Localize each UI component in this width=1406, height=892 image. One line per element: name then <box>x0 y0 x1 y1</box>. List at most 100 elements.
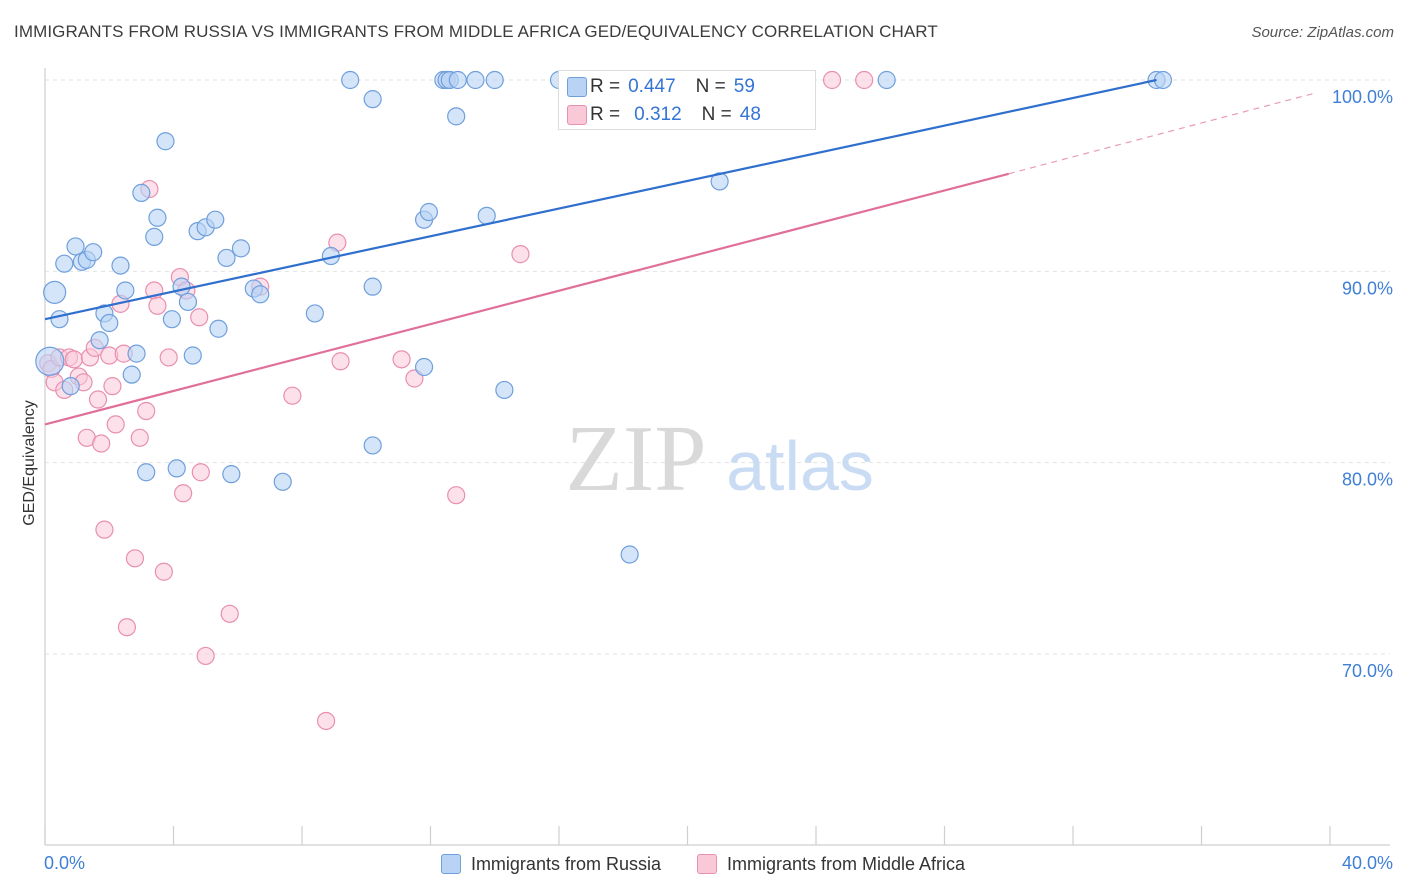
stats-swatch-africa <box>567 105 587 125</box>
data-point-middle-africa <box>192 464 209 481</box>
data-point-middle-africa <box>65 351 82 368</box>
data-point-russia <box>306 305 323 322</box>
watermark-atlas: atlas <box>726 427 874 505</box>
data-point-middle-africa <box>160 349 177 366</box>
y-tick-label: 100.0% <box>1332 87 1393 107</box>
stats-legend: R = 0.447 N = 59 R = 0.312 N = 48 <box>558 70 816 130</box>
data-point-russia <box>449 72 466 89</box>
data-point-russia <box>138 464 155 481</box>
legend-item-russia[interactable]: Immigrants from Russia <box>441 854 661 875</box>
data-point-russia <box>149 209 166 226</box>
data-point-russia <box>878 72 895 89</box>
data-point-russia <box>621 546 638 563</box>
data-point-middle-africa <box>856 72 873 89</box>
legend-swatch-russia <box>441 854 461 874</box>
data-point-middle-africa <box>138 403 155 420</box>
data-point-russia <box>1154 72 1171 89</box>
y-tick-label: 70.0% <box>1342 661 1393 681</box>
data-point-russia <box>146 228 163 245</box>
data-point-russia <box>252 286 269 303</box>
data-point-middle-africa <box>131 429 148 446</box>
data-point-russia <box>36 347 64 375</box>
data-point-russia <box>51 311 68 328</box>
trend-line-middle-africa-extension <box>1009 93 1314 173</box>
data-point-russia <box>364 437 381 454</box>
data-point-middle-africa <box>448 487 465 504</box>
data-point-russia <box>91 332 108 349</box>
watermark: ZIP atlas <box>566 407 874 511</box>
data-point-russia <box>364 278 381 295</box>
data-point-russia <box>232 240 249 257</box>
data-point-russia <box>117 282 134 299</box>
data-point-russia <box>56 255 73 272</box>
data-point-russia <box>133 184 150 201</box>
legend: Immigrants from Russia Immigrants from M… <box>0 850 1406 878</box>
data-point-middle-africa <box>107 416 124 433</box>
stats-swatch-russia <box>567 77 587 97</box>
data-point-russia <box>448 108 465 125</box>
y-tick-label: 90.0% <box>1342 278 1393 298</box>
data-point-middle-africa <box>197 647 214 664</box>
legend-label-africa: Immigrants from Middle Africa <box>727 854 965 875</box>
data-point-middle-africa <box>149 297 166 314</box>
y-axis-label: GED/Equivalency <box>21 400 38 525</box>
data-point-middle-africa <box>824 72 841 89</box>
data-point-middle-africa <box>221 605 238 622</box>
data-point-middle-africa <box>284 387 301 404</box>
data-point-russia <box>67 238 84 255</box>
data-point-russia <box>342 72 359 89</box>
data-point-russia <box>486 72 503 89</box>
n-label: N = <box>696 76 726 98</box>
series-middle-africa-points <box>40 72 873 730</box>
watermark-zip: ZIP <box>566 407 707 511</box>
data-point-russia <box>420 204 437 221</box>
data-point-middle-africa <box>332 353 349 370</box>
tick-labels: 70.0% 80.0% 90.0% 100.0% 0.0% 40.0% <box>44 87 1393 873</box>
data-point-middle-africa <box>96 521 113 538</box>
data-point-russia <box>101 314 118 331</box>
data-point-middle-africa <box>93 435 110 452</box>
data-point-middle-africa <box>118 619 135 636</box>
n-value-russia: 59 <box>734 76 755 98</box>
legend-item-africa[interactable]: Immigrants from Middle Africa <box>697 854 965 875</box>
data-point-russia <box>62 378 79 395</box>
data-point-russia <box>173 278 190 295</box>
n-label: N = <box>702 104 732 126</box>
data-point-middle-africa <box>191 309 208 326</box>
legend-swatch-africa <box>697 854 717 874</box>
data-point-russia <box>163 311 180 328</box>
data-point-middle-africa <box>512 246 529 263</box>
gridlines <box>45 80 1390 654</box>
y-tick-label: 80.0% <box>1342 470 1393 490</box>
data-point-russia <box>364 91 381 108</box>
data-point-middle-africa <box>318 712 335 729</box>
data-point-russia <box>85 244 102 261</box>
data-point-russia <box>157 133 174 150</box>
data-point-russia <box>168 460 185 477</box>
r-label: R = <box>590 104 620 126</box>
data-point-russia <box>128 345 145 362</box>
stats-row-russia: R = 0.447 N = 59 <box>587 73 755 101</box>
legend-label-russia: Immigrants from Russia <box>471 854 661 875</box>
data-point-middle-africa <box>126 550 143 567</box>
data-point-russia <box>112 257 129 274</box>
scatter-chart: ZIP atlas 70.0%80.0%90.0%100.0%0.0% 40.0%… <box>0 0 1406 892</box>
data-point-russia <box>218 249 235 266</box>
data-point-russia <box>274 473 291 490</box>
data-point-middle-africa <box>90 391 107 408</box>
data-point-middle-africa <box>104 378 121 395</box>
data-point-russia <box>179 293 196 310</box>
data-point-middle-africa <box>155 563 172 580</box>
data-point-middle-africa <box>393 351 410 368</box>
n-value-africa: 48 <box>740 104 761 126</box>
data-point-russia <box>123 366 140 383</box>
data-point-russia <box>44 281 66 303</box>
data-point-russia <box>467 72 484 89</box>
data-point-russia <box>184 347 201 364</box>
data-point-russia <box>223 466 240 483</box>
r-value-africa: 0.312 <box>634 104 682 126</box>
stats-row-africa: R = 0.312 N = 48 <box>587 101 761 129</box>
r-value-russia: 0.447 <box>628 76 676 98</box>
r-label: R = <box>590 76 620 98</box>
data-point-russia <box>210 320 227 337</box>
